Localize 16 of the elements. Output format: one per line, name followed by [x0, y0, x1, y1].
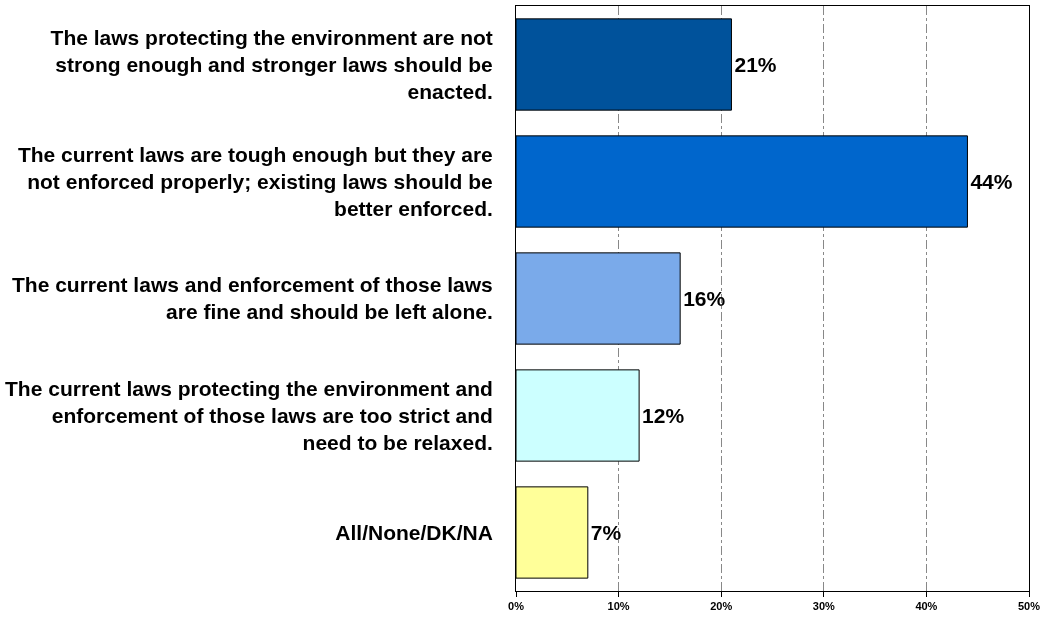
y-tick-label: All/None/DK/NA	[335, 520, 493, 544]
x-tick-label: 30%	[812, 600, 836, 613]
x-tick-label: 50%	[1017, 600, 1041, 613]
data-label: 44%	[970, 170, 1013, 193]
x-tick-label: 40%	[915, 600, 938, 613]
data-label: 7%	[590, 521, 622, 544]
x-tick-label: 20%	[710, 600, 733, 613]
y-tick-label: The current laws protecting the environment and enforcement of those laws are too strict and need to be relaxed.	[5, 376, 493, 455]
y-tick-label: The current laws are tough enough but they are not enforced properly; existing laws should be better enforced.	[17, 142, 493, 221]
y-tick-label: The current laws and enforcement of those laws are fine and should be left alone.	[12, 273, 493, 324]
x-tick-label: 10%	[607, 600, 630, 613]
data-label: 16%	[683, 287, 726, 310]
x-tick-label: 0%	[508, 600, 525, 613]
data-label: 12%	[642, 404, 685, 427]
y-tick-label: The laws protecting the environment are not strong enough and stronger laws should be enacted.	[50, 25, 493, 104]
data-label: 21%	[734, 53, 777, 76]
